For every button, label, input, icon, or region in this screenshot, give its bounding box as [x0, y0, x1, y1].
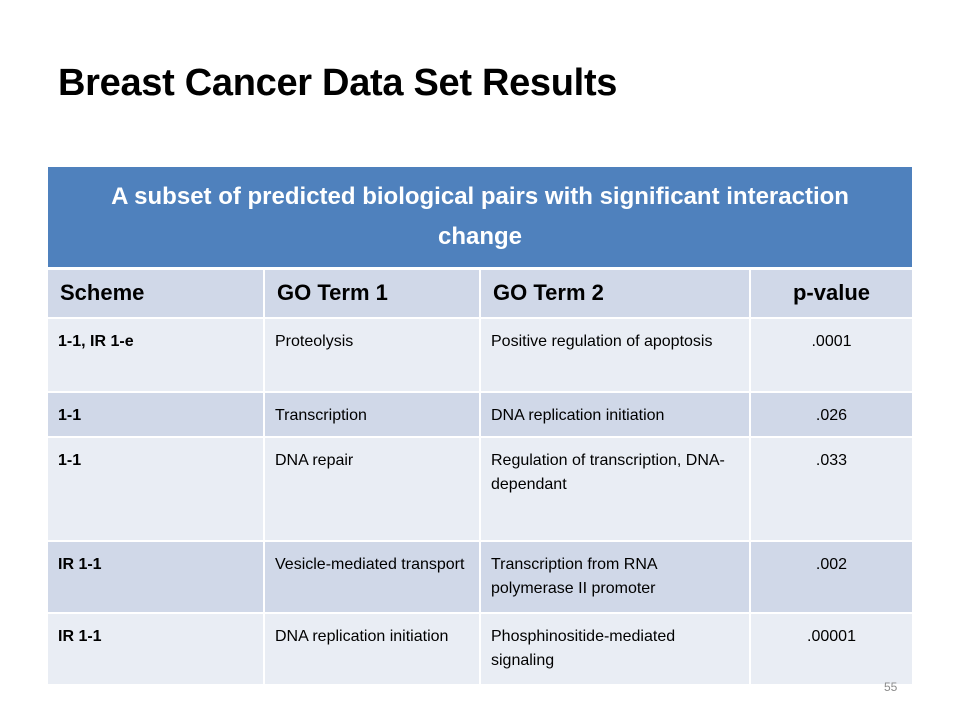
column-header-go-term-2: GO Term 2: [480, 268, 751, 319]
column-header-go-term-1: GO Term 1: [264, 268, 481, 319]
table-row: IR 1-1 Vesicle-mediated transport Transc…: [48, 541, 912, 614]
cell-p-value: .026: [750, 392, 912, 438]
cell-go-term-1: Proteolysis: [264, 318, 481, 393]
slide-title: Breast Cancer Data Set Results: [58, 62, 618, 104]
cell-p-value: .002: [750, 541, 912, 614]
cell-scheme: 1-1: [48, 437, 265, 542]
cell-go-term-2: Transcription from RNA polymerase II pro…: [480, 541, 751, 614]
cell-go-term-2: Regulation of transcription, DNA-dependa…: [480, 437, 751, 542]
cell-go-term-2: Phosphinositide-mediated signaling: [480, 613, 751, 686]
table-caption: A subset of predicted biological pairs w…: [48, 167, 912, 270]
cell-scheme: 1-1: [48, 392, 265, 438]
cell-go-term-1: DNA repair: [264, 437, 481, 542]
cell-p-value: .00001: [750, 613, 912, 686]
cell-go-term-1: DNA replication initiation: [264, 613, 481, 686]
table-row: 1-1 DNA repair Regulation of transcripti…: [48, 437, 912, 542]
cell-go-term-2: DNA replication initiation: [480, 392, 751, 438]
cell-go-term-1: Transcription: [264, 392, 481, 438]
cell-scheme: IR 1-1: [48, 613, 265, 686]
column-header-scheme: Scheme: [48, 268, 265, 319]
cell-go-term-1: Vesicle-mediated transport: [264, 541, 481, 614]
table-header-row: Scheme GO Term 1 GO Term 2 p-value: [48, 268, 912, 319]
cell-go-term-2: Positive regulation of apoptosis: [480, 318, 751, 393]
table-row: 1-1 Transcription DNA replication initia…: [48, 392, 912, 438]
cell-scheme: 1-1, IR 1-e: [48, 318, 265, 393]
table-row: IR 1-1 DNA replication initiation Phosph…: [48, 613, 912, 686]
cell-p-value: .033: [750, 437, 912, 542]
cell-p-value: .0001: [750, 318, 912, 393]
page-number: 55: [884, 680, 898, 694]
results-table: A subset of predicted biological pairs w…: [48, 167, 912, 686]
cell-scheme: IR 1-1: [48, 541, 265, 614]
table-row: 1-1, IR 1-e Proteolysis Positive regulat…: [48, 318, 912, 393]
column-header-p-value: p-value: [750, 268, 912, 319]
